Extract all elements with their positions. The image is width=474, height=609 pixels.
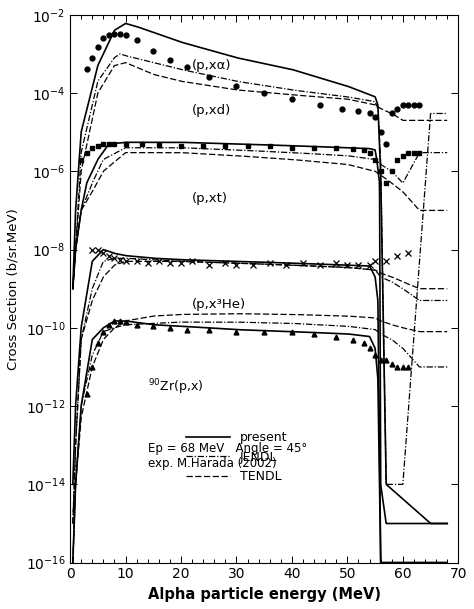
Text: (p,xt): (p,xt) bbox=[192, 192, 228, 205]
Y-axis label: Cross Section (b/sr.MeV): Cross Section (b/sr.MeV) bbox=[7, 208, 20, 370]
Legend: present, JENDL, TENDL: present, JENDL, TENDL bbox=[181, 426, 292, 488]
Text: Ep = 68 MeV   Angle = 45°
exp. M.Harada (2002): Ep = 68 MeV Angle = 45° exp. M.Harada (2… bbox=[148, 442, 307, 470]
Text: (p,xα): (p,xα) bbox=[192, 59, 232, 72]
Text: (p,xd): (p,xd) bbox=[192, 104, 231, 118]
Text: $^{90}$Zr(p,x): $^{90}$Zr(p,x) bbox=[148, 378, 203, 397]
Text: (p,x³He): (p,x³He) bbox=[192, 298, 246, 311]
X-axis label: Alpha particle energy (MeV): Alpha particle energy (MeV) bbox=[148, 587, 381, 602]
